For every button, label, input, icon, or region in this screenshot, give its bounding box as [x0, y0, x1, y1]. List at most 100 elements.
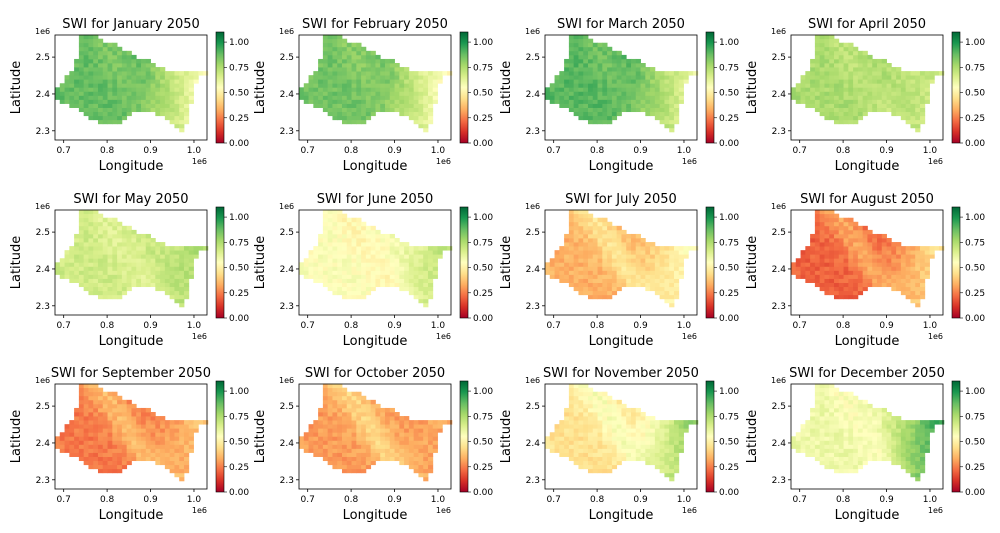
- heatmap-cell-89: [88, 233, 94, 239]
- heatmap-cell-91: [824, 225, 830, 231]
- heatmap-cell-175: [597, 225, 603, 231]
- heatmap-cell-169: [351, 250, 357, 255]
- heatmap-cell-405: [183, 246, 190, 251]
- heatmap-cell-332: [160, 91, 166, 96]
- heatmap-cell-400: [427, 266, 434, 271]
- heatmap-cell-289: [630, 233, 637, 239]
- heatmap-cell-61: [573, 262, 579, 267]
- heatmap-cell-127: [587, 79, 594, 84]
- heatmap-cell-376: [664, 75, 670, 80]
- heatmap-cell-380: [423, 294, 429, 300]
- heatmap-cell-225: [611, 83, 618, 88]
- heatmap-cell-346: [164, 87, 171, 92]
- heatmap-cell-90: [578, 229, 584, 235]
- heatmap-cell-312: [394, 420, 400, 425]
- heatmap-cell-141: [346, 107, 352, 113]
- heatmap-cell-250: [867, 282, 873, 288]
- heatmap-cell-413: [924, 246, 930, 251]
- heatmap-cell-367: [664, 460, 670, 466]
- heatmap-cell-204: [853, 95, 859, 100]
- heatmap-cell-143: [346, 448, 352, 453]
- heatmap-cell-120: [341, 282, 348, 288]
- heatmap-cell-317: [645, 278, 651, 283]
- heatmap-cell-125: [341, 262, 348, 267]
- colorbar-tick-label: 0.25: [473, 289, 493, 299]
- heatmap-cell-1: [299, 266, 305, 271]
- heatmap-cell-316: [645, 456, 651, 462]
- colorbar-tick-label: 0.25: [473, 463, 493, 473]
- heatmap-cell-320: [645, 91, 651, 96]
- heatmap-cell-355: [413, 278, 419, 283]
- heatmap-cell-113: [829, 46, 835, 52]
- heatmap-cell-202: [853, 103, 859, 108]
- heatmap-cell-110: [583, 58, 589, 64]
- heatmap-cells: [791, 209, 945, 308]
- heatmap-cell-136: [97, 217, 104, 223]
- heatmap-cell-418: [939, 246, 945, 251]
- heatmap-cell-373: [664, 436, 670, 441]
- heatmap-cell-128: [97, 424, 104, 429]
- heatmap-cell-387: [423, 440, 429, 445]
- heatmap-cell-151: [346, 242, 352, 247]
- heatmap-cell-131: [587, 63, 594, 68]
- heatmap-cell-259: [375, 246, 381, 251]
- heatmap-cell-282: [876, 87, 883, 92]
- heatmap-cell-147: [346, 83, 352, 88]
- heatmap-cell-148: [592, 254, 598, 259]
- heatmap-cell-385: [423, 99, 429, 104]
- heatmap-cell-351: [659, 119, 665, 125]
- heatmap-cell-380: [915, 294, 921, 300]
- heatmap-cell-251: [375, 278, 381, 283]
- heatmap-cell-15: [313, 452, 319, 457]
- heatmap-cell-251: [867, 103, 873, 108]
- heatmap-cell-20: [559, 432, 565, 437]
- heatmap-cell-288: [384, 412, 391, 417]
- heatmap-cell-176: [351, 46, 357, 52]
- heatmap-cell-357: [413, 444, 419, 449]
- heatmap-cell-159: [107, 464, 113, 470]
- heatmap-cell-87: [824, 242, 830, 247]
- heatmap-cell-304: [640, 103, 646, 108]
- heatmap-cell-259: [621, 71, 627, 76]
- heatmap-cell-189: [112, 75, 118, 80]
- heatmap-cell-266: [872, 99, 878, 104]
- heatmap-cell-51: [814, 221, 821, 227]
- heatmap-cell-17: [69, 270, 75, 275]
- heatmap-cell-330: [404, 99, 410, 104]
- heatmap-cell-266: [136, 448, 142, 453]
- heatmap-cell-112: [93, 399, 99, 405]
- heatmap-cell-8: [554, 274, 560, 279]
- heatmap-cell-131: [833, 63, 840, 68]
- heatmap-cell-285: [384, 75, 391, 80]
- heatmap-cell-245: [616, 67, 622, 72]
- heatmap-cell-275: [136, 412, 142, 417]
- heatmap-cell-278: [630, 278, 637, 283]
- heatmap-cell-175: [107, 50, 113, 56]
- heatmap-cell-401: [919, 262, 926, 267]
- y-axis-label: Latitude: [9, 236, 24, 290]
- heatmap-cell-97: [583, 460, 589, 466]
- heatmap-cell-178: [848, 119, 854, 125]
- heatmap-cell-394: [919, 115, 926, 121]
- heatmap-cell-313: [150, 242, 156, 247]
- heatmap-cell-386: [179, 444, 185, 449]
- heatmap-cell-214: [607, 229, 613, 235]
- heatmap-cell-263: [867, 229, 873, 235]
- heatmap-cell-340: [164, 111, 171, 117]
- heatmap-cell-269: [872, 262, 878, 267]
- heatmap-cell-372: [664, 440, 670, 445]
- heatmap-cell-237: [126, 448, 132, 453]
- heatmap-cell-217: [121, 464, 128, 470]
- heatmap-cell-72: [819, 42, 825, 48]
- heatmap-cell-352: [659, 464, 665, 470]
- heatmap-cell-317: [891, 278, 897, 283]
- heatmap-cell-213: [117, 233, 123, 239]
- heatmap-cell-150: [346, 246, 352, 251]
- heatmap-cell-127: [587, 428, 594, 433]
- heatmap-cell-250: [375, 282, 381, 288]
- heatmap-cell-154: [102, 54, 108, 60]
- heatmap-cell-195: [356, 399, 362, 405]
- heatmap-cell-238: [126, 95, 132, 100]
- heatmap-cell-39: [568, 95, 575, 100]
